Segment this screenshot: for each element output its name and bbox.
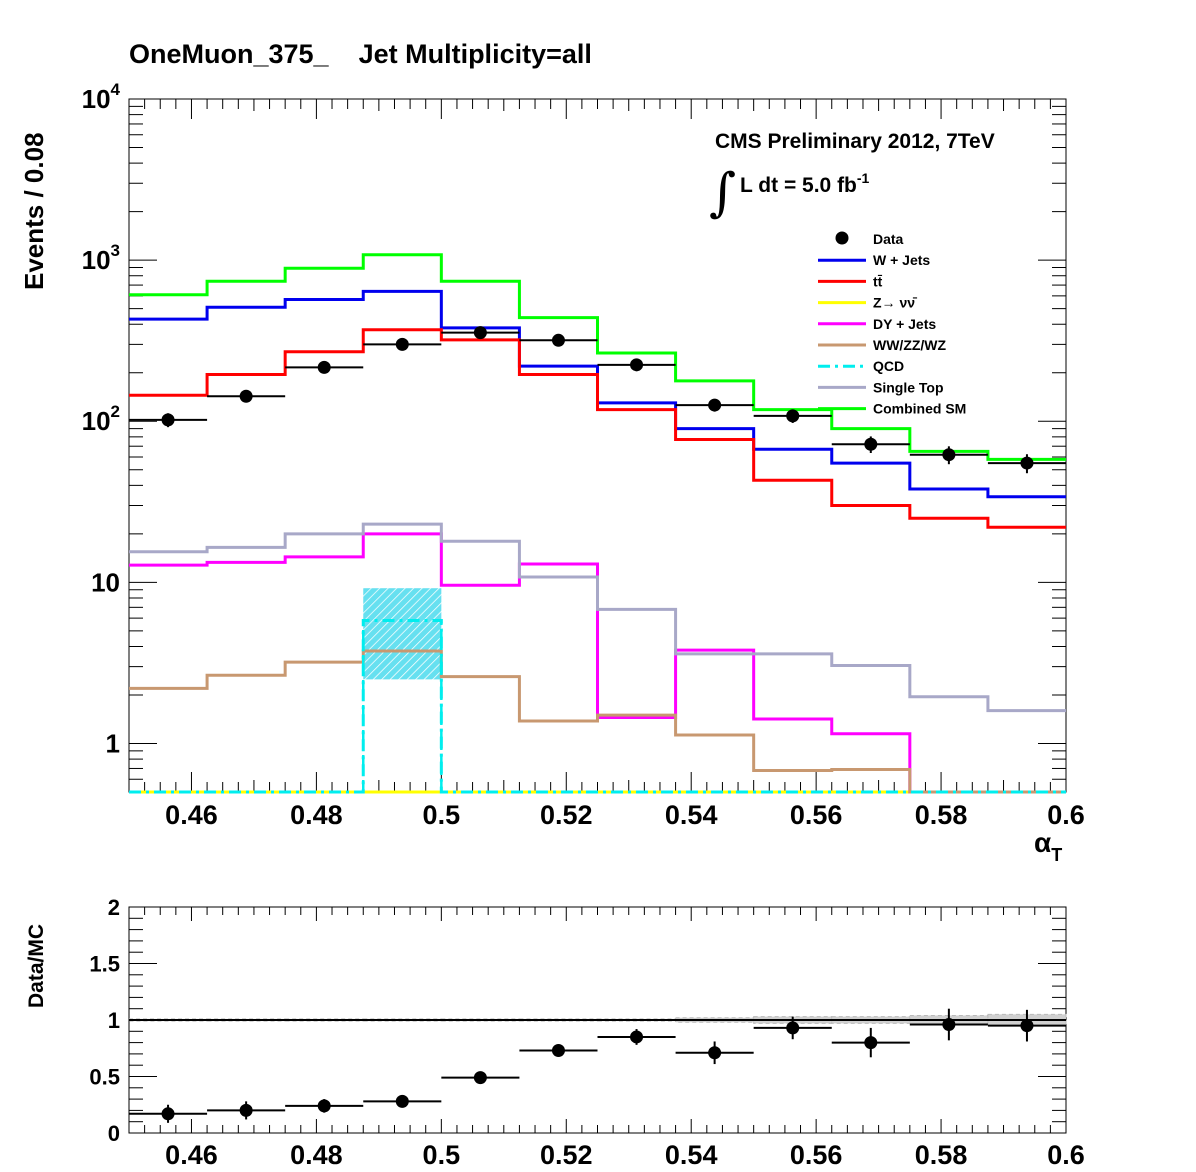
y-tick-label: 103 [82, 241, 120, 275]
data-point [942, 448, 956, 462]
luminosity-label: L dt = 5.0 fb-1 [740, 170, 870, 197]
y-tick-base: 10 [82, 84, 111, 114]
ratio-x-tick-label: 0.46 [165, 1140, 218, 1170]
series-line-single-top [129, 522, 1066, 713]
chart-title: OneMuon_375_ Jet Multiplicity=all [129, 39, 592, 69]
ratio-y-tick-label: 0.5 [89, 1065, 120, 1090]
data-point [551, 333, 565, 347]
data-point [708, 398, 722, 412]
legend-label: Data [873, 231, 904, 247]
x-axis-symbol: α [1034, 827, 1051, 858]
y-tick-base: 10 [82, 406, 111, 436]
ratio-y-tick-label: 2 [108, 895, 120, 920]
x-tick-label: 0.5 [423, 800, 461, 830]
x-tick-label: 0.46 [165, 800, 218, 830]
legend-label: tt̄ [873, 273, 883, 289]
data-point [395, 337, 409, 351]
y-tick-exponent: 3 [111, 241, 120, 260]
ratio-point [395, 1094, 409, 1108]
ratio-point [551, 1044, 565, 1058]
data-point [473, 326, 487, 340]
series-line-qcd [129, 618, 1066, 794]
luminosity-exponent: -1 [857, 170, 870, 186]
ratio-point [1020, 1019, 1034, 1033]
legend-label: Combined SM [873, 401, 966, 417]
ratio-point [473, 1071, 487, 1085]
ratio-x-tick-label: 0.58 [915, 1140, 968, 1170]
ratio-point [239, 1103, 253, 1117]
data-point [786, 409, 800, 423]
x-tick-label: 0.56 [790, 800, 843, 830]
x-axis-subscript: T [1051, 845, 1062, 865]
ratio-y-tick-label: 0 [108, 1121, 120, 1146]
legend-label: WW/ZZ/WZ [873, 337, 947, 353]
ratio-point [161, 1107, 175, 1121]
ratio-x-tick-label: 0.5 [423, 1140, 461, 1170]
y-tick-label: 10 [91, 567, 120, 597]
series-line-tt- [129, 328, 1066, 529]
qcd-uncertainty-band [363, 588, 442, 680]
legend-label: QCD [873, 358, 904, 374]
x-tick-label: 0.48 [290, 800, 343, 830]
ratio-point [317, 1099, 331, 1113]
x-tick-label: 0.58 [915, 800, 968, 830]
legend-label: Z→ νν̄ [873, 295, 918, 311]
legend-marker-data [835, 231, 849, 245]
ratio-x-tick-label: 0.52 [540, 1140, 593, 1170]
x-axis-label: αT [1034, 827, 1062, 865]
x-tick-label: 0.52 [540, 800, 593, 830]
data-point [239, 389, 253, 403]
integral-sign: ∫ [709, 163, 736, 223]
data-point [630, 358, 644, 372]
ratio-x-tick-label: 0.48 [290, 1140, 343, 1170]
legend-label: W + Jets [873, 252, 930, 268]
ratio-point [630, 1030, 644, 1044]
legend-label: Single Top [873, 379, 944, 395]
x-tick-label: 0.6 [1047, 800, 1085, 830]
y-tick-exponent: 4 [111, 80, 121, 99]
series-line-dy-jets [129, 532, 1066, 794]
y-tick-base: 10 [82, 245, 111, 275]
series-line-combined-sm [129, 253, 1066, 461]
y-tick-exponent: 2 [111, 402, 120, 421]
legend-label: DY + Jets [873, 316, 936, 332]
ratio-x-tick-label: 0.54 [665, 1140, 718, 1170]
y-tick-label: 104 [82, 80, 121, 114]
data-point [317, 360, 331, 374]
ratio-x-tick-label: 0.56 [790, 1140, 843, 1170]
series-line-ww-zz-wz [129, 649, 1066, 794]
ratio-point [786, 1021, 800, 1035]
data-point [1020, 456, 1034, 470]
x-tick-label: 0.54 [665, 800, 718, 830]
luminosity-text: L dt = 5.0 fb [740, 174, 857, 197]
y-tick-label: 1 [106, 728, 120, 758]
legend: Data W + Jets tt̄ Z→ νν̄ DY + Jets WW/ZZ/WZ QC… [818, 231, 966, 417]
cms-label: CMS Preliminary 2012, 7TeV [715, 130, 995, 153]
ratio-y-tick-label: 1 [108, 1008, 120, 1033]
data-point [161, 413, 175, 427]
ratio-y-axis-label: Data/MC [25, 924, 48, 1008]
y-axis-label: Events / 0.08 [19, 132, 49, 290]
ratio-point [864, 1036, 878, 1050]
y-tick-label: 102 [82, 402, 120, 436]
ratio-y-tick-label: 1.5 [89, 952, 120, 977]
ratio-point [942, 1018, 956, 1032]
ratio-point [708, 1046, 722, 1060]
data-point [864, 437, 878, 451]
ratio-plot: 0 0.5 1 1.5 2 0.46 0.48 0.5 0.52 0.54 0.56 0.58 0.6 [89, 895, 1084, 1170]
ratio-x-tick-label: 0.6 [1047, 1140, 1085, 1170]
